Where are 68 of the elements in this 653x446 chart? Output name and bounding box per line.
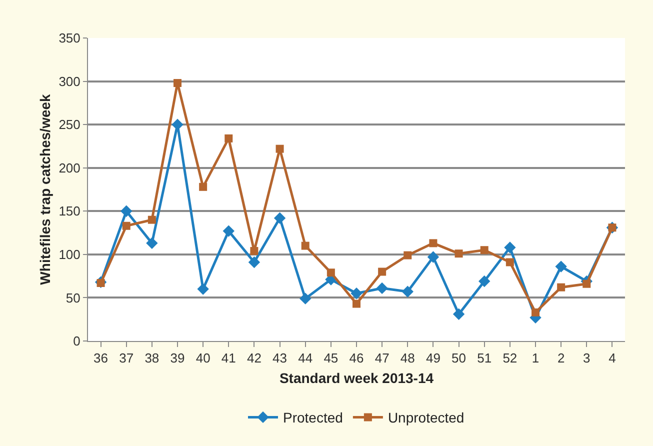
x-tick-label: 52 — [502, 350, 518, 366]
point — [429, 239, 438, 248]
y-tick-label: 50 — [66, 290, 80, 306]
point — [506, 258, 514, 266]
point — [427, 251, 440, 263]
point — [350, 288, 362, 300]
x-tick-label: 1 — [532, 350, 540, 366]
y-tick-label: 350 — [58, 30, 80, 46]
point — [172, 118, 184, 130]
x-tick-label: 45 — [324, 350, 338, 366]
y-tick-label: 100 — [58, 246, 80, 262]
x-tick-label: 40 — [196, 350, 210, 366]
y-tick-label: 0 — [73, 334, 80, 349]
y-tick-label: 300 — [58, 74, 80, 89]
point — [224, 134, 233, 142]
x-tick-label: 51 — [477, 350, 492, 366]
point — [378, 268, 386, 276]
legend-label: Protected — [283, 410, 343, 426]
y-tick-label: 150 — [58, 204, 80, 219]
point — [222, 225, 234, 237]
x-tick-label: 42 — [246, 350, 262, 366]
point — [301, 242, 310, 250]
point — [557, 283, 566, 292]
point — [146, 237, 158, 250]
point — [250, 246, 258, 255]
point — [274, 212, 286, 224]
x-tick-label: 36 — [94, 350, 108, 366]
point — [326, 268, 335, 277]
x-tick-label: 47 — [374, 350, 390, 366]
point — [199, 182, 208, 191]
y-tick-label: 250 — [58, 117, 80, 132]
x-tick-label: 38 — [144, 350, 160, 366]
x-tick-label: 49 — [426, 350, 440, 366]
x-tick-label: 46 — [349, 350, 364, 366]
x-tick-label: 39 — [170, 350, 185, 366]
point — [197, 283, 209, 295]
point — [376, 282, 388, 294]
point — [120, 205, 132, 217]
point — [402, 286, 414, 298]
point — [532, 308, 540, 316]
point — [582, 280, 591, 288]
x-tick-label: 3 — [583, 350, 590, 366]
x-tick-label: 41 — [221, 350, 236, 366]
x-tick-label: 43 — [272, 350, 288, 366]
x-tick-label: 2 — [557, 350, 565, 366]
point — [122, 222, 130, 230]
point — [555, 260, 567, 272]
point — [504, 242, 516, 254]
y-axis-title: Whitefiles trap catches/week — [37, 94, 53, 285]
point — [352, 300, 360, 308]
y-tick-label: 200 — [58, 160, 80, 176]
x-tick-label: 4 — [608, 350, 616, 366]
x-tick-label: 48 — [400, 350, 415, 366]
point — [452, 308, 465, 320]
point — [174, 79, 182, 88]
legend-label: Unprotected — [388, 410, 464, 426]
point — [300, 292, 312, 304]
x-axis-title: Standard week 2013-14 — [279, 370, 434, 386]
x-tick-label: 50 — [452, 350, 466, 366]
point — [480, 246, 488, 254]
x-tick-label: 37 — [119, 350, 134, 366]
x-tick-label: 44 — [298, 350, 313, 366]
point — [248, 256, 260, 268]
point — [454, 250, 463, 258]
point — [276, 144, 284, 153]
point — [478, 275, 490, 288]
point — [404, 251, 412, 260]
point — [148, 216, 156, 224]
